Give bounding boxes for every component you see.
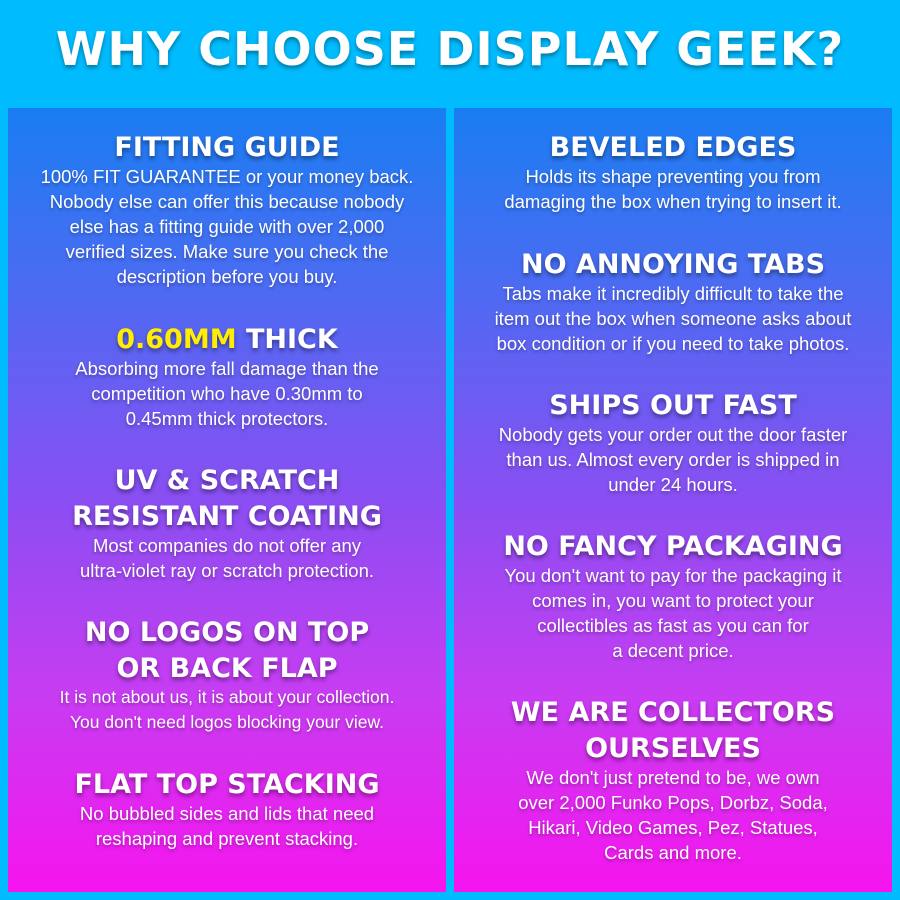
right-panel: BEVELED EDGES Holds its shape preventing… bbox=[454, 108, 892, 892]
feature-body: We don't just pretend to be, we own over… bbox=[518, 767, 828, 863]
left-panel: FITTING GUIDE 100% FIT GUARANTEE or your… bbox=[8, 108, 446, 892]
feature-heading: SHIPS OUT FAST bbox=[549, 390, 797, 421]
feature-no-logos: NO LOGOS ON TOP OR BACK FLAP It is not a… bbox=[8, 615, 446, 735]
feature-no-packaging: NO FANCY PACKAGING You don't want to pay… bbox=[454, 529, 892, 663]
feature-body: Most companies do not offer any ultra-vi… bbox=[79, 535, 375, 581]
feature-heading: WE ARE COLLECTORS OURSELVES bbox=[510, 697, 836, 764]
feature-heading: UV & SCRATCH RESISTANT COATING bbox=[72, 465, 382, 532]
feature-fitting-guide: FITTING GUIDE 100% FIT GUARANTEE or your… bbox=[8, 130, 446, 289]
feature-body: Tabs make it incredibly difficult to tak… bbox=[494, 283, 852, 354]
feature-heading: 0.60MM THICK bbox=[8, 322, 446, 358]
feature-thickness: 0.60MM THICK Absorbing more fall damage … bbox=[8, 322, 446, 431]
feature-beveled-edges: BEVELED EDGES Holds its shape preventing… bbox=[454, 130, 892, 214]
feature-heading: FLAT TOP STACKING bbox=[74, 769, 380, 800]
heading-highlight: 0.60MM bbox=[116, 324, 237, 355]
feature-heading: BEVELED EDGES bbox=[549, 132, 797, 163]
heading-text: THICK bbox=[236, 324, 338, 355]
feature-body: Nobody gets your order out the door fast… bbox=[498, 424, 848, 495]
feature-flat-top: FLAT TOP STACKING No bubbled sides and l… bbox=[8, 767, 446, 851]
page-title: WHY CHOOSE DISPLAY GEEK? bbox=[55, 22, 845, 76]
feature-heading: FITTING GUIDE bbox=[114, 132, 340, 163]
feature-ships-fast: SHIPS OUT FAST Nobody gets your order ou… bbox=[454, 388, 892, 497]
feature-heading: NO LOGOS ON TOP OR BACK FLAP bbox=[84, 617, 370, 684]
feature-heading: NO ANNOYING TABS bbox=[520, 249, 826, 280]
feature-body: Holds its shape preventing you from dama… bbox=[504, 166, 842, 212]
feature-heading: NO FANCY PACKAGING bbox=[503, 531, 843, 562]
feature-collectors: WE ARE COLLECTORS OURSELVES We don't jus… bbox=[454, 695, 892, 865]
feature-body: It is not about us, it is about your col… bbox=[59, 687, 395, 732]
feature-body: 100% FIT GUARANTEE or your money back. N… bbox=[40, 166, 414, 287]
feature-body: Absorbing more fall damage than the comp… bbox=[75, 358, 379, 429]
feature-body: You don't want to pay for the packaging … bbox=[504, 565, 842, 661]
feature-uv-coating: UV & SCRATCH RESISTANT COATING Most comp… bbox=[8, 463, 446, 583]
feature-no-tabs: NO ANNOYING TABS Tabs make it incredibly… bbox=[454, 247, 892, 356]
feature-body: No bubbled sides and lids that need resh… bbox=[79, 803, 375, 849]
